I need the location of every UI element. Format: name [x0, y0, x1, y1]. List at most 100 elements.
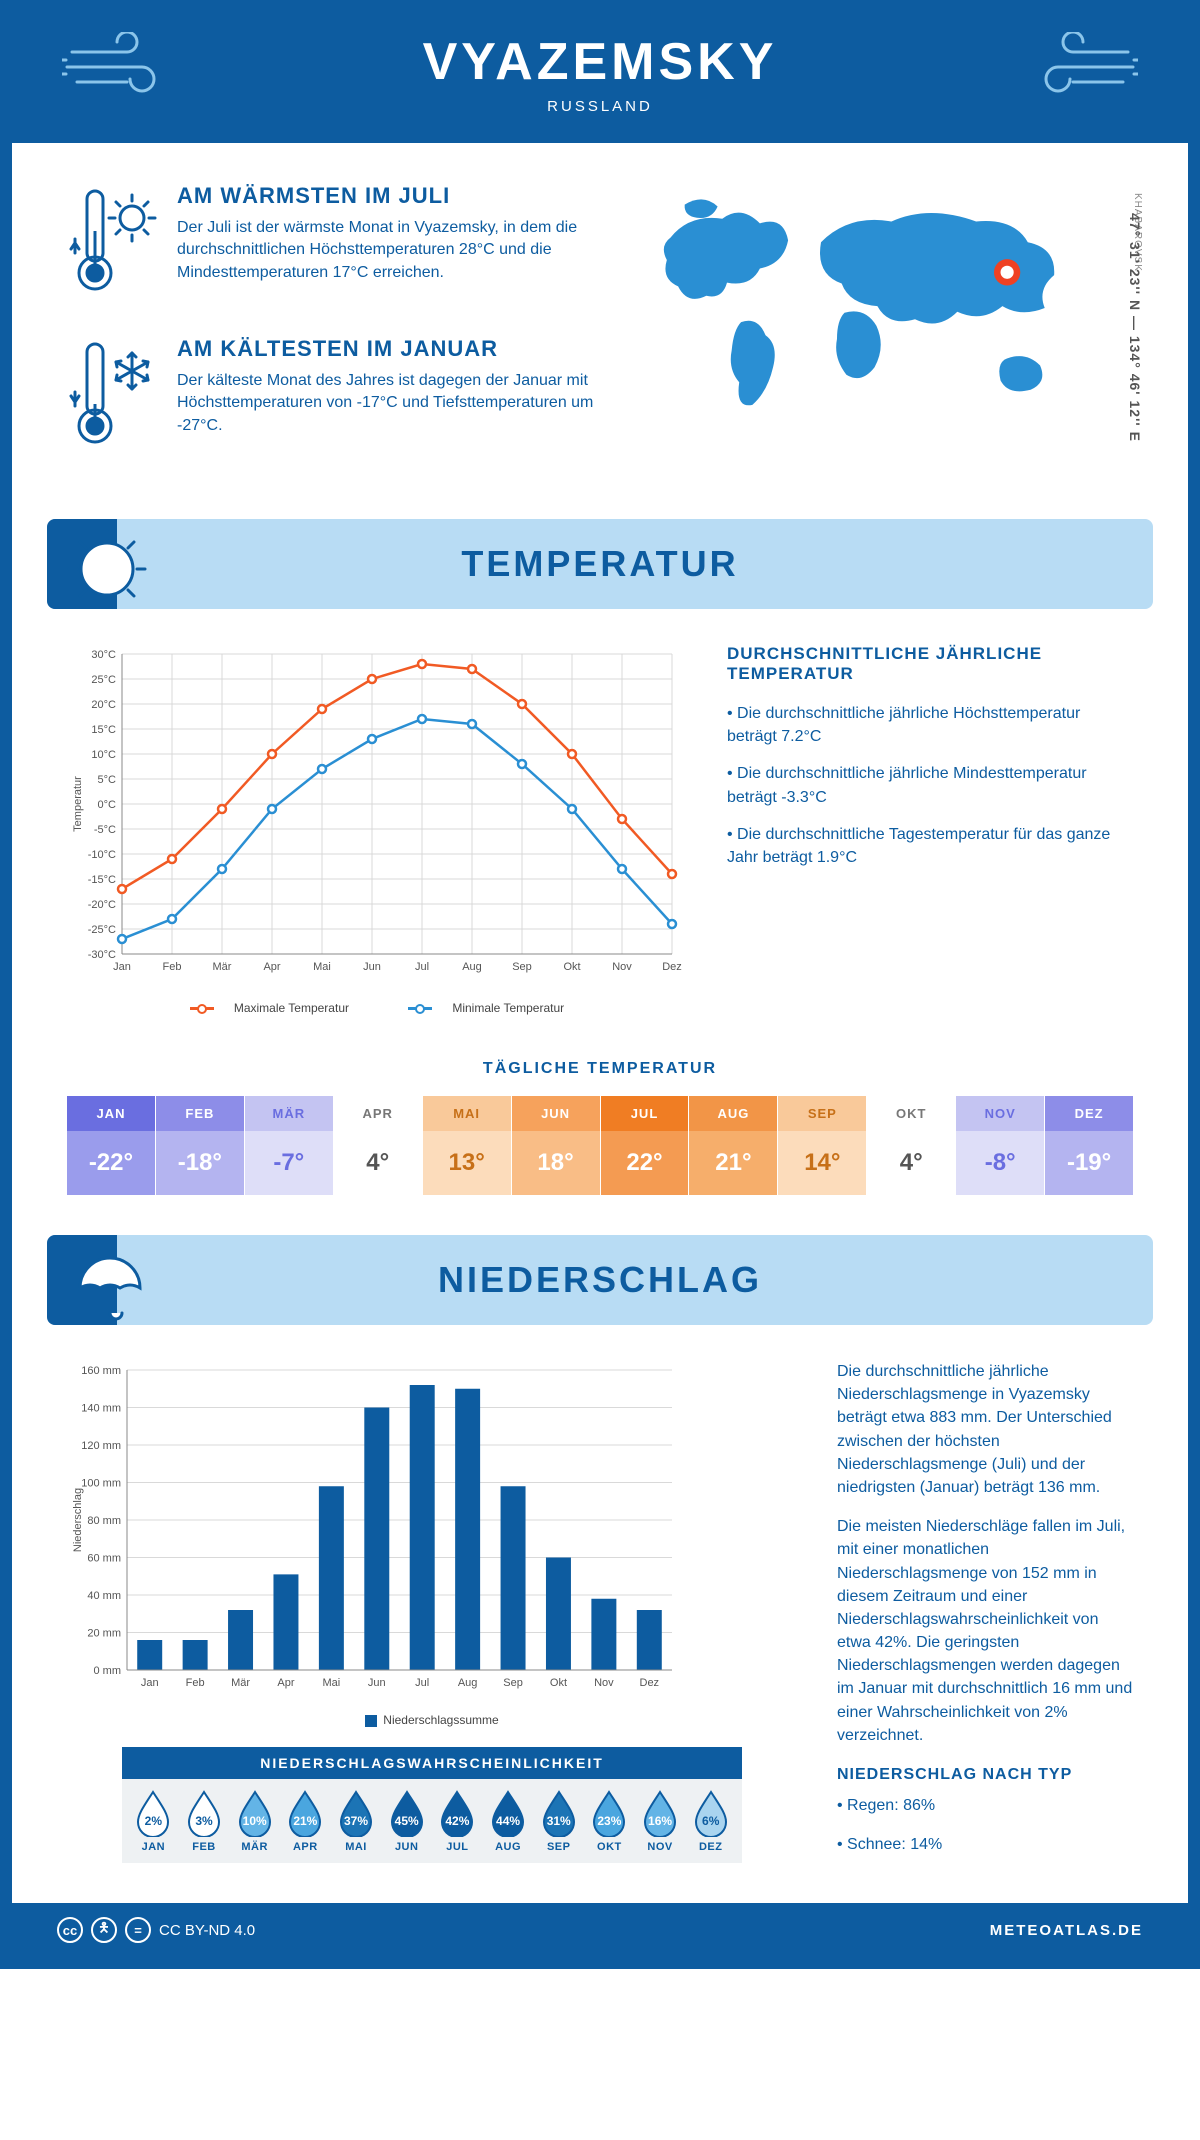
svg-text:Feb: Feb	[186, 1677, 205, 1689]
svg-text:Okt: Okt	[563, 961, 580, 973]
svg-text:-5°C: -5°C	[94, 824, 116, 836]
nd-icon: =	[125, 1917, 151, 1943]
drop-icon: 44%	[489, 1789, 527, 1837]
bar-legend: Niederschlagssumme	[67, 1713, 797, 1727]
coordinates: 47° 31' 23'' N — 134° 46' 12'' E	[1127, 213, 1143, 442]
prob-cell: 3% FEB	[179, 1789, 230, 1853]
drop-icon: 23%	[590, 1789, 628, 1837]
svg-text:0°C: 0°C	[98, 799, 117, 811]
svg-text:Feb: Feb	[163, 961, 182, 973]
svg-text:Sep: Sep	[512, 961, 532, 973]
svg-text:Nov: Nov	[612, 961, 632, 973]
daily-cell: APR 4°	[334, 1096, 423, 1195]
precipitation-bar-chart: 0 mm20 mm40 mm60 mm80 mm100 mm120 mm140 …	[67, 1360, 797, 1727]
temp-bullet-2: • Die durchschnittliche jährliche Mindes…	[727, 762, 1133, 808]
svg-text:Apr: Apr	[277, 1677, 294, 1689]
temp-bullet-3: • Die durchschnittliche Tagestemperatur …	[727, 823, 1133, 869]
wind-icon	[62, 32, 182, 107]
city-title: VYAZEMSKY	[12, 32, 1188, 92]
svg-text:Mai: Mai	[313, 961, 331, 973]
prob-title: NIEDERSCHLAGSWAHRSCHEINLICHKEIT	[122, 1747, 742, 1779]
daily-cell: DEZ -19°	[1045, 1096, 1133, 1195]
svg-text:80 mm: 80 mm	[87, 1515, 121, 1527]
daily-cell: MAI 13°	[423, 1096, 512, 1195]
drop-icon: 42%	[438, 1789, 476, 1837]
temperature-line-chart: -30°C-25°C-20°C-15°C-10°C-5°C0°C5°C10°C1…	[67, 644, 687, 1015]
daily-cell: FEB -18°	[156, 1096, 245, 1195]
daily-cell: JAN -22°	[67, 1096, 156, 1195]
daily-cell: NOV -8°	[956, 1096, 1045, 1195]
temperature-banner: TEMPERATUR	[47, 519, 1153, 609]
svg-text:100 mm: 100 mm	[81, 1478, 121, 1490]
drop-icon: 21%	[286, 1789, 324, 1837]
drop-icon: 31%	[540, 1789, 578, 1837]
legend-max: Maximale Temperatur	[234, 1001, 349, 1015]
svg-text:Nov: Nov	[594, 1677, 614, 1689]
temperature-summary: DURCHSCHNITTLICHE JÄHRLICHE TEMPERATUR •…	[727, 644, 1133, 1015]
prob-cell: 10% MÄR	[229, 1789, 280, 1853]
svg-text:Jan: Jan	[141, 1677, 159, 1689]
coldest-fact: AM KÄLTESTEN IM JANUAR Der kälteste Mona…	[67, 336, 603, 461]
svg-text:160 mm: 160 mm	[81, 1365, 121, 1377]
drop-icon: 10%	[236, 1789, 274, 1837]
svg-text:Dez: Dez	[640, 1677, 660, 1689]
svg-text:Jan: Jan	[113, 961, 131, 973]
svg-text:Jul: Jul	[415, 1677, 429, 1689]
drop-icon: 6%	[692, 1789, 730, 1837]
umbrella-icon	[65, 1243, 150, 1333]
svg-text:30°C: 30°C	[91, 649, 116, 661]
prob-cell: 23% OKT	[584, 1789, 635, 1853]
svg-text:Niederschlag: Niederschlag	[72, 1488, 84, 1552]
svg-text:140 mm: 140 mm	[81, 1403, 121, 1415]
precip-p2: Die meisten Niederschläge fallen im Juli…	[837, 1515, 1133, 1747]
svg-text:Apr: Apr	[263, 961, 280, 973]
thermometer-sun-icon	[67, 183, 157, 308]
daily-cell: AUG 21°	[689, 1096, 778, 1195]
precip-type-1: • Regen: 86%	[837, 1794, 1133, 1817]
footer: cc 🯅 = CC BY-ND 4.0 METEOATLAS.DE	[12, 1903, 1188, 1957]
svg-text:-30°C: -30°C	[88, 949, 116, 961]
temperature-heading: TEMPERATUR	[47, 543, 1153, 585]
country-subtitle: RUSSLAND	[12, 98, 1188, 115]
legend-min: Minimale Temperatur	[452, 1001, 564, 1015]
prob-cell: 16% NOV	[635, 1789, 686, 1853]
prob-cell: 44% AUG	[483, 1789, 534, 1853]
daily-cell: JUN 18°	[512, 1096, 601, 1195]
location-marker-icon	[994, 259, 1020, 285]
precip-probability-box: NIEDERSCHLAGSWAHRSCHEINLICHKEIT 2% JAN 3…	[122, 1747, 742, 1863]
precipitation-summary: Die durchschnittliche jährliche Niedersc…	[837, 1360, 1133, 1893]
cc-icon: cc	[57, 1917, 83, 1943]
prob-cell: 21% APR	[280, 1789, 331, 1853]
svg-text:15°C: 15°C	[91, 724, 116, 736]
wind-icon	[1018, 32, 1138, 107]
chart-legend: .sw[style*='f15a24']::after{border-color…	[67, 1001, 687, 1015]
svg-text:Mai: Mai	[323, 1677, 341, 1689]
drop-icon: 3%	[185, 1789, 223, 1837]
coldest-text: Der kälteste Monat des Jahres ist dagege…	[177, 370, 603, 437]
svg-text:Okt: Okt	[550, 1677, 567, 1689]
svg-text:-20°C: -20°C	[88, 899, 116, 911]
precip-type-title: NIEDERSCHLAG NACH TYP	[837, 1763, 1133, 1786]
svg-text:-10°C: -10°C	[88, 849, 116, 861]
daily-cell: JUL 22°	[601, 1096, 690, 1195]
svg-text:Jun: Jun	[368, 1677, 386, 1689]
header: VYAZEMSKY RUSSLAND	[12, 12, 1188, 143]
drop-icon: 2%	[134, 1789, 172, 1837]
coldest-title: AM KÄLTESTEN IM JANUAR	[177, 336, 603, 362]
page: VYAZEMSKY RUSSLAND AM WÄRMSTEN IM JULI D…	[0, 0, 1200, 1969]
prob-cell: 42% JUL	[432, 1789, 483, 1853]
svg-text:Jun: Jun	[363, 961, 381, 973]
svg-text:20 mm: 20 mm	[87, 1628, 121, 1640]
site-name: METEOATLAS.DE	[990, 1922, 1143, 1939]
svg-text:60 mm: 60 mm	[87, 1553, 121, 1565]
svg-text:Mär: Mär	[213, 961, 232, 973]
svg-text:120 mm: 120 mm	[81, 1440, 121, 1452]
svg-text:Sep: Sep	[503, 1677, 523, 1689]
drop-icon: 37%	[337, 1789, 375, 1837]
svg-text:-15°C: -15°C	[88, 874, 116, 886]
daily-temp-title: TÄGLICHE TEMPERATUR	[12, 1060, 1188, 1078]
svg-text:Temperatur: Temperatur	[72, 776, 84, 832]
intro-section: AM WÄRMSTEN IM JULI Der Juli ist der wär…	[12, 143, 1188, 519]
svg-text:5°C: 5°C	[98, 774, 117, 786]
warmest-title: AM WÄRMSTEN IM JULI	[177, 183, 603, 209]
